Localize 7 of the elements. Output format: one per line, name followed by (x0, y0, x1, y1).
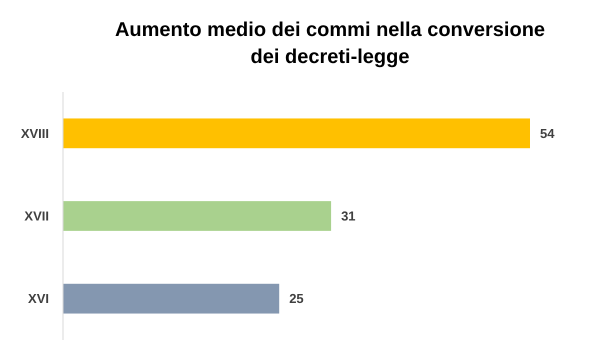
data-label: 31 (341, 208, 356, 224)
data-label: 54 (540, 126, 556, 141)
y-tick-label: XVII (24, 208, 49, 224)
y-tick-label: XVI (28, 291, 49, 306)
data-label: 25 (289, 291, 304, 306)
chart-title: Aumento medio dei commi nella conversione dei decreti-legge (114, 19, 546, 68)
y-tick-label: XVIII (20, 126, 49, 141)
